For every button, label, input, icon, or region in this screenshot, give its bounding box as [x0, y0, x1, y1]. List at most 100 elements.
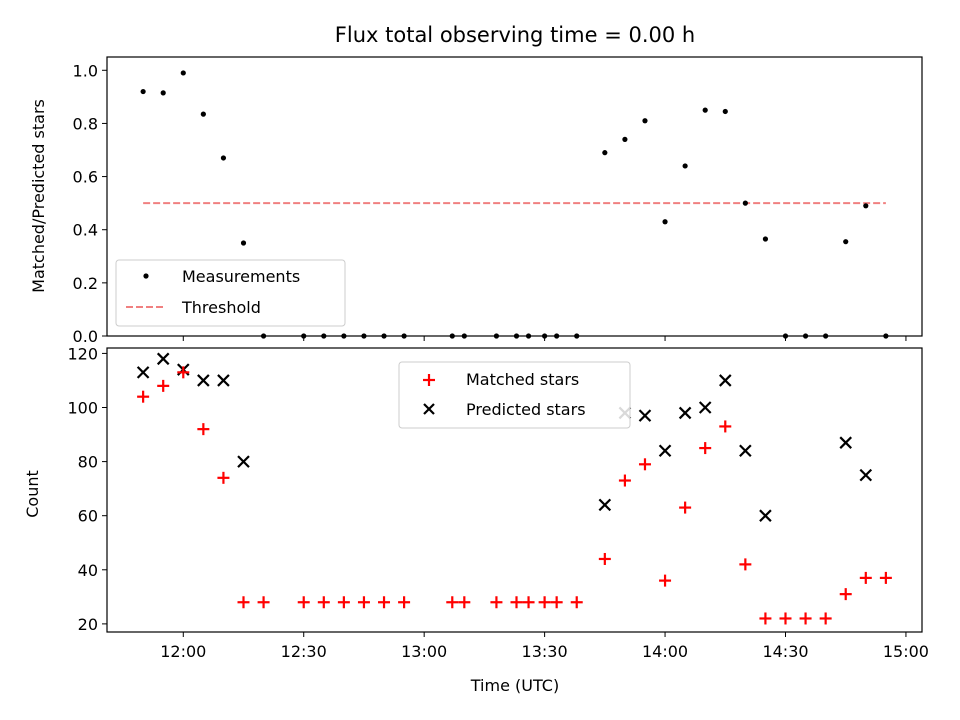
predicted-stars-point	[136, 366, 150, 379]
matched-stars-point	[618, 474, 631, 487]
bottom-y-tick-label: 80	[78, 453, 98, 472]
predicted-stars-point	[156, 352, 170, 366]
matched-stars-point	[297, 596, 310, 609]
measurement-point	[160, 90, 166, 96]
bottom-y-tick-label: 20	[78, 615, 98, 634]
matched-stars-point	[739, 558, 752, 571]
matched-stars-point	[522, 596, 535, 609]
matched-stars-point	[779, 612, 792, 625]
x-axis-label: Time (UTC)	[470, 676, 559, 695]
top-y-tick-label: 0.4	[73, 221, 98, 240]
bottom-y-axis-label: Count	[23, 470, 42, 518]
legend-measurements-marker	[143, 273, 149, 279]
x-tick-label: 12:00	[160, 642, 206, 661]
measurement-point	[602, 150, 608, 156]
predicted-stars-point	[859, 468, 873, 482]
x-tick-label: 14:30	[762, 642, 808, 661]
bottom-y-tick-label: 120	[67, 344, 98, 363]
bottom-panel: 20 40 60 80 100 120 12:00 12:30 13:00 13:30 14:00…	[23, 344, 929, 695]
matched-stars-point	[378, 596, 391, 609]
legend-measurements-label: Measurements	[182, 267, 300, 286]
measurement-point	[180, 70, 186, 76]
legend-matched-label: Matched stars	[466, 370, 579, 389]
bottom-y-tick-label: 100	[67, 399, 98, 418]
top-y-tick-label: 0.2	[73, 274, 98, 293]
legend-predicted-marker	[423, 403, 435, 415]
matched-stars-point	[819, 612, 832, 625]
measurement-point	[240, 240, 247, 246]
x-tick-label: 12:30	[281, 642, 327, 661]
measurement-point	[742, 200, 748, 206]
top-y-tick-label: 0.6	[73, 168, 98, 187]
matched-stars-point	[759, 612, 772, 625]
measurement-point	[762, 236, 769, 242]
matched-stars-point	[237, 596, 250, 609]
matched-stars-point	[337, 596, 350, 609]
x-tick-label: 13:00	[401, 642, 447, 661]
matched-stars-point	[217, 471, 230, 484]
measurement-point	[682, 163, 688, 169]
matched-stars-point	[799, 612, 812, 625]
top-y-tick-label: 1.0	[73, 61, 98, 80]
top-legend: Measurements Threshold	[115, 259, 346, 327]
top-axes-frame	[106, 56, 923, 337]
measurement-point	[140, 88, 146, 95]
matched-stars-point	[177, 366, 190, 379]
matched-stars-point	[446, 596, 459, 609]
matched-stars-point	[357, 596, 370, 609]
predicted-stars-point	[217, 374, 230, 387]
predicted-stars-point	[638, 409, 652, 422]
top-y-tick-label: 0.0	[73, 327, 98, 346]
measurement-point	[843, 239, 849, 245]
predicted-stars-point	[739, 444, 752, 458]
bottom-y-tick-label: 40	[78, 561, 98, 580]
matched-stars-point	[257, 596, 270, 609]
x-tick-label: 13:30	[522, 642, 568, 661]
legend-predicted-label: Predicted stars	[466, 400, 586, 419]
top-y-tick-label: 0.8	[73, 114, 98, 133]
predicted-stars-point	[598, 498, 612, 512]
matched-stars-point	[458, 596, 471, 609]
predicted-stars-point	[197, 374, 210, 387]
matched-stars-point	[719, 420, 732, 433]
matched-stars-point	[398, 596, 411, 609]
x-tick-label: 14:00	[642, 642, 688, 661]
bottom-legend: Matched stars Predicted stars	[398, 361, 631, 429]
predicted-stars-point	[678, 406, 692, 420]
measurement-point	[722, 108, 728, 115]
legend-matched-marker	[423, 374, 435, 386]
x-tick-label: 15:00	[883, 642, 929, 661]
predicted-stars-point	[658, 444, 672, 458]
matched-stars-point	[699, 442, 712, 455]
measurement-point	[863, 203, 869, 209]
matched-stars-point	[570, 596, 583, 609]
predicted-stars-point	[237, 455, 250, 468]
top-panel: 0.0 0.2 0.4 0.6 0.8 1.0 Matched/Predicted sta…	[29, 56, 923, 346]
bottom-axes-frame	[106, 347, 923, 633]
matched-stars-point	[839, 588, 852, 601]
matched-stars-point	[197, 423, 210, 436]
matched-stars-point	[598, 552, 611, 565]
bottom-y-tick-label: 60	[78, 507, 98, 526]
measurement-point	[662, 219, 668, 225]
matched-stars-point	[157, 379, 170, 392]
matched-stars-point	[317, 596, 330, 609]
measurement-point	[642, 118, 648, 124]
measurement-point	[702, 107, 708, 113]
predicted-stars-point	[698, 401, 712, 414]
measurement-point	[622, 136, 628, 142]
matched-stars-point	[679, 501, 692, 514]
matched-stars-point	[510, 596, 523, 609]
matched-stars-point	[490, 596, 503, 609]
matched-stars-point	[550, 596, 563, 609]
predicted-stars-point	[718, 374, 732, 387]
matched-stars-point	[538, 596, 551, 609]
chart-title: Flux total observing time = 0.00 h	[335, 23, 695, 47]
matched-stars-point	[859, 571, 872, 584]
predicted-stars-point	[839, 436, 852, 449]
measurement-point	[220, 155, 227, 161]
matched-stars-point	[659, 574, 672, 587]
matched-stars-point	[879, 571, 892, 584]
measurement-point	[200, 111, 206, 117]
